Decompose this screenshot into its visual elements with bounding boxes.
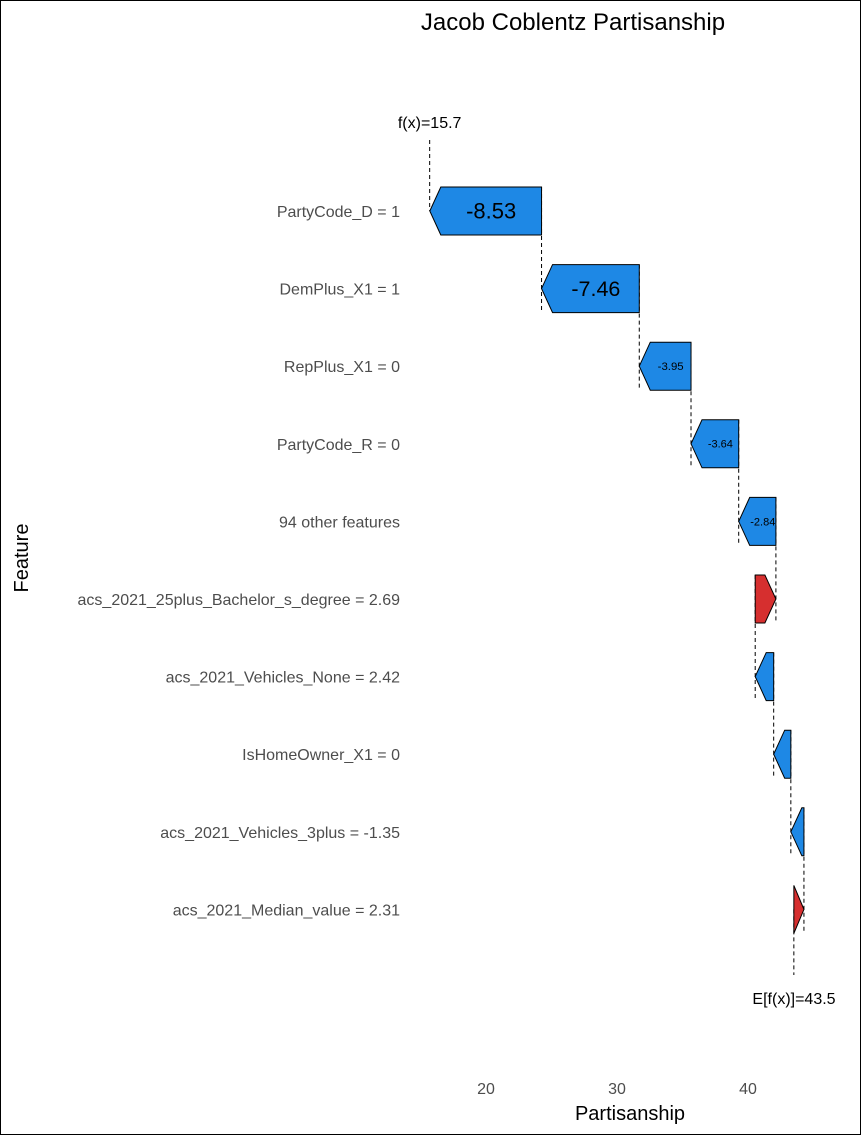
feature-label: acs_2021_Median_value = 2.31 <box>173 902 400 919</box>
feature-label: PartyCode_D = 1 <box>277 204 400 221</box>
feature-label: 94 other features <box>279 514 400 531</box>
waterfall-bar <box>793 885 805 934</box>
feature-label: acs_2021_Vehicles_None = 2.42 <box>166 670 401 687</box>
y-axis-title: Feature <box>11 524 33 593</box>
waterfall-bar <box>738 496 777 546</box>
waterfall-bar <box>790 807 805 857</box>
fx-label: f(x)=15.7 <box>398 115 462 132</box>
waterfall-bar <box>638 341 692 391</box>
feature-label: RepPlus_X1 = 0 <box>284 359 400 376</box>
x-tick-label: 30 <box>608 1081 626 1098</box>
feature-label: acs_2021_Vehicles_3plus = -1.35 <box>160 825 400 842</box>
bar-value-label: -2.84 <box>750 516 775 528</box>
waterfall-bar <box>773 729 792 779</box>
feature-label: DemPlus_X1 = 1 <box>279 282 400 299</box>
waterfall-bar <box>540 264 640 314</box>
bar-value-label: -3.95 <box>658 361 684 373</box>
waterfall-bar <box>429 186 543 236</box>
waterfall-bar <box>690 419 740 469</box>
waterfall-bar <box>754 652 775 702</box>
feature-label: PartyCode_R = 0 <box>277 437 400 454</box>
bar-value-label: -8.53 <box>466 199 516 224</box>
x-tick-label: 40 <box>739 1081 757 1098</box>
chart-title: Jacob Coblentz Partisanship <box>421 9 725 36</box>
feature-label: acs_2021_25plus_Bachelor_s_degree = 2.69 <box>78 592 401 609</box>
efx-label: E[f(x)]=43.5 <box>752 991 835 1008</box>
feature-label: IsHomeOwner_X1 = 0 <box>242 747 400 764</box>
x-tick-label: 20 <box>477 1081 495 1098</box>
x-axis-title: Partisanship <box>575 1103 685 1125</box>
waterfall-bar <box>754 574 777 624</box>
bar-value-label: -3.64 <box>708 439 733 451</box>
bar-value-label: -7.46 <box>571 277 620 301</box>
